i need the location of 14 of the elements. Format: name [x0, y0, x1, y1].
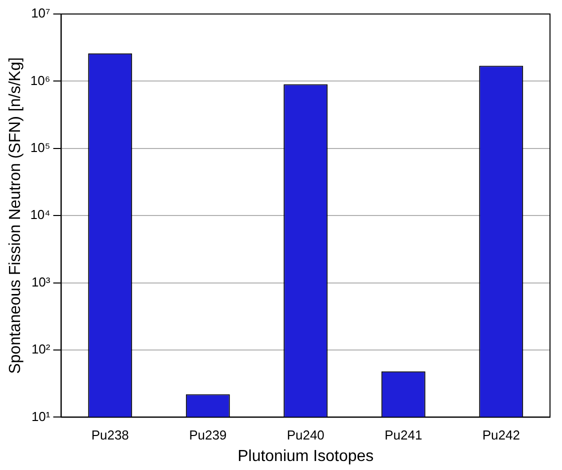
- y-axis-title: Spontaneous Fission Neutron (SFN) [n/s/Kg]: [7, 57, 24, 374]
- y-tick-label: 10⁵: [30, 140, 50, 155]
- y-tick-label: 10³: [31, 274, 51, 290]
- x-tick-label: Pu241: [384, 428, 422, 443]
- y-tick-label: 10⁴: [30, 207, 50, 222]
- y-tick-label: 10⁶: [30, 72, 50, 88]
- y-tick-label: 10¹: [31, 408, 51, 424]
- x-axis-title: Plutonium Isotopes: [238, 448, 374, 465]
- y-tick-label: 10²: [31, 342, 51, 357]
- x-tick-label: Pu240: [286, 428, 324, 443]
- x-tick-label: Pu238: [91, 428, 129, 443]
- x-tick-label: Pu242: [482, 428, 520, 443]
- x-tick-label: Pu239: [189, 428, 227, 443]
- y-tick-label: 10⁷: [31, 6, 51, 21]
